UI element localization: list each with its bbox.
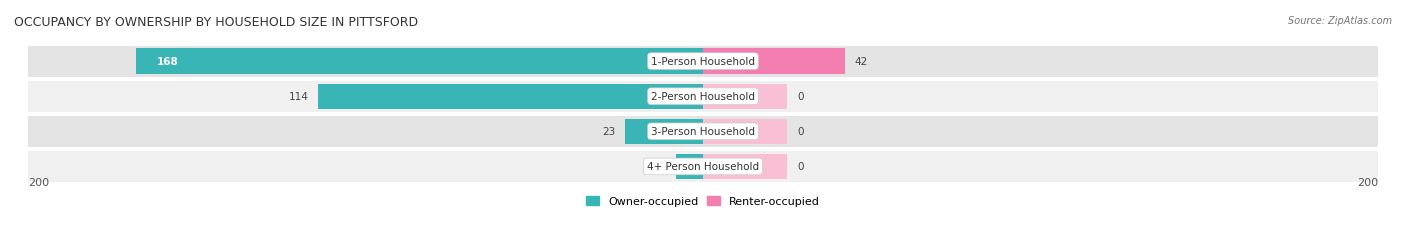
Bar xyxy=(703,84,787,109)
Bar xyxy=(676,154,703,179)
Text: OCCUPANCY BY OWNERSHIP BY HOUSEHOLD SIZE IN PITTSFORD: OCCUPANCY BY OWNERSHIP BY HOUSEHOLD SIZE… xyxy=(14,16,418,29)
Bar xyxy=(136,49,703,74)
Bar xyxy=(318,84,703,109)
Text: 200: 200 xyxy=(28,178,49,188)
Text: 200: 200 xyxy=(1357,178,1378,188)
Text: 168: 168 xyxy=(156,57,179,67)
Bar xyxy=(703,154,787,179)
Text: 42: 42 xyxy=(855,57,868,67)
Text: 2-Person Household: 2-Person Household xyxy=(651,92,755,102)
Bar xyxy=(703,119,787,144)
Text: 0: 0 xyxy=(797,162,804,172)
Text: 114: 114 xyxy=(288,92,308,102)
Text: 8: 8 xyxy=(659,162,666,172)
Text: Source: ZipAtlas.com: Source: ZipAtlas.com xyxy=(1288,16,1392,26)
Text: 0: 0 xyxy=(797,92,804,102)
Bar xyxy=(626,119,703,144)
Bar xyxy=(703,49,845,74)
Bar xyxy=(28,46,1378,77)
Text: 23: 23 xyxy=(602,127,616,137)
Text: 0: 0 xyxy=(797,127,804,137)
Text: 3-Person Household: 3-Person Household xyxy=(651,127,755,137)
Text: 1-Person Household: 1-Person Household xyxy=(651,57,755,67)
Bar xyxy=(28,116,1378,147)
Text: 4+ Person Household: 4+ Person Household xyxy=(647,162,759,172)
Legend: Owner-occupied, Renter-occupied: Owner-occupied, Renter-occupied xyxy=(581,191,825,210)
Bar xyxy=(28,81,1378,112)
Bar xyxy=(28,151,1378,182)
